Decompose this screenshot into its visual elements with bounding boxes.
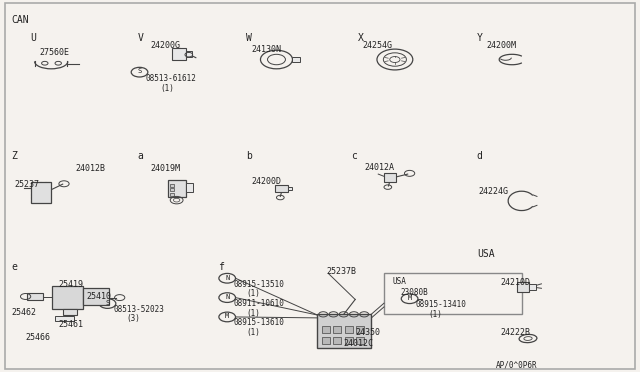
Text: a: a — [138, 151, 143, 161]
Bar — [63, 309, 77, 315]
Bar — [317, 314, 371, 348]
Text: N: N — [225, 275, 229, 280]
Bar — [31, 182, 51, 203]
Bar — [55, 316, 74, 321]
Text: W: W — [246, 33, 252, 44]
Text: S: S — [106, 300, 109, 306]
Text: X: X — [358, 33, 364, 44]
Text: 08915-13410: 08915-13410 — [416, 300, 467, 309]
Bar — [356, 326, 364, 333]
Text: (1): (1) — [246, 289, 260, 298]
Text: 24012A: 24012A — [365, 163, 395, 172]
Bar — [170, 188, 174, 191]
Text: USA: USA — [477, 249, 495, 259]
Bar — [529, 284, 536, 290]
Text: 25462: 25462 — [12, 308, 36, 317]
Text: 24130N: 24130N — [252, 45, 282, 54]
Text: (1): (1) — [429, 310, 443, 318]
Text: 24200D: 24200D — [252, 177, 282, 186]
Bar — [292, 57, 300, 62]
Text: f: f — [218, 262, 223, 272]
Bar — [322, 326, 330, 333]
Bar — [275, 185, 288, 192]
Text: Y: Y — [477, 33, 483, 44]
Text: 25237: 25237 — [14, 180, 39, 189]
Text: M: M — [408, 295, 412, 301]
Bar — [52, 286, 83, 309]
Text: CAN: CAN — [12, 15, 29, 25]
Bar — [170, 193, 174, 196]
Text: (3): (3) — [127, 314, 141, 323]
Bar — [288, 187, 292, 190]
Bar — [345, 337, 353, 344]
Text: USA: USA — [393, 277, 407, 286]
Bar — [322, 337, 330, 344]
Bar — [186, 51, 192, 57]
Text: 08513-52023: 08513-52023 — [114, 305, 164, 314]
Text: 24224G: 24224G — [479, 187, 509, 196]
Text: 25461: 25461 — [59, 320, 84, 329]
Text: V: V — [138, 33, 143, 44]
Text: 24222B: 24222B — [500, 328, 531, 337]
Text: b: b — [246, 151, 252, 161]
Bar — [517, 282, 529, 292]
Text: 24210D: 24210D — [500, 278, 531, 287]
Text: Z: Z — [12, 151, 17, 161]
Text: 08513-61612: 08513-61612 — [146, 74, 196, 83]
Bar — [333, 326, 341, 333]
Bar — [384, 273, 522, 314]
Text: 08915-13510: 08915-13510 — [234, 280, 284, 289]
Text: 24012C: 24012C — [344, 339, 374, 347]
Text: 27560E: 27560E — [40, 48, 70, 57]
Bar — [168, 180, 186, 197]
Text: AP/0^0P6R: AP/0^0P6R — [496, 361, 538, 370]
Bar — [186, 183, 193, 192]
Bar — [333, 337, 341, 344]
Text: 25410: 25410 — [86, 292, 111, 301]
Text: (1): (1) — [246, 328, 260, 337]
Text: (1): (1) — [246, 309, 260, 318]
Text: 24200M: 24200M — [486, 41, 516, 50]
Text: 25466: 25466 — [26, 333, 51, 342]
Bar — [345, 326, 353, 333]
Text: 08911-10610: 08911-10610 — [234, 299, 284, 308]
Text: 25237B: 25237B — [326, 267, 356, 276]
Bar — [27, 293, 43, 300]
Text: 24350: 24350 — [355, 328, 380, 337]
Text: 25419: 25419 — [59, 280, 84, 289]
Text: U: U — [31, 33, 36, 44]
Text: (1): (1) — [160, 84, 174, 93]
Text: 23080B: 23080B — [400, 288, 428, 297]
Bar — [170, 184, 174, 187]
Bar — [172, 48, 186, 60]
Text: 24200G: 24200G — [150, 41, 180, 50]
Text: e: e — [12, 262, 17, 272]
Text: 24012B: 24012B — [76, 164, 106, 173]
Bar — [384, 173, 396, 182]
Text: 24254G: 24254G — [363, 41, 393, 50]
Text: N: N — [225, 294, 229, 300]
Text: d: d — [477, 151, 483, 161]
Bar — [356, 337, 364, 344]
Text: 24019M: 24019M — [150, 164, 180, 173]
Text: M: M — [225, 313, 229, 319]
Bar — [83, 288, 109, 305]
Text: c: c — [351, 151, 356, 161]
Text: S: S — [138, 68, 141, 74]
Text: 08915-13610: 08915-13610 — [234, 318, 284, 327]
